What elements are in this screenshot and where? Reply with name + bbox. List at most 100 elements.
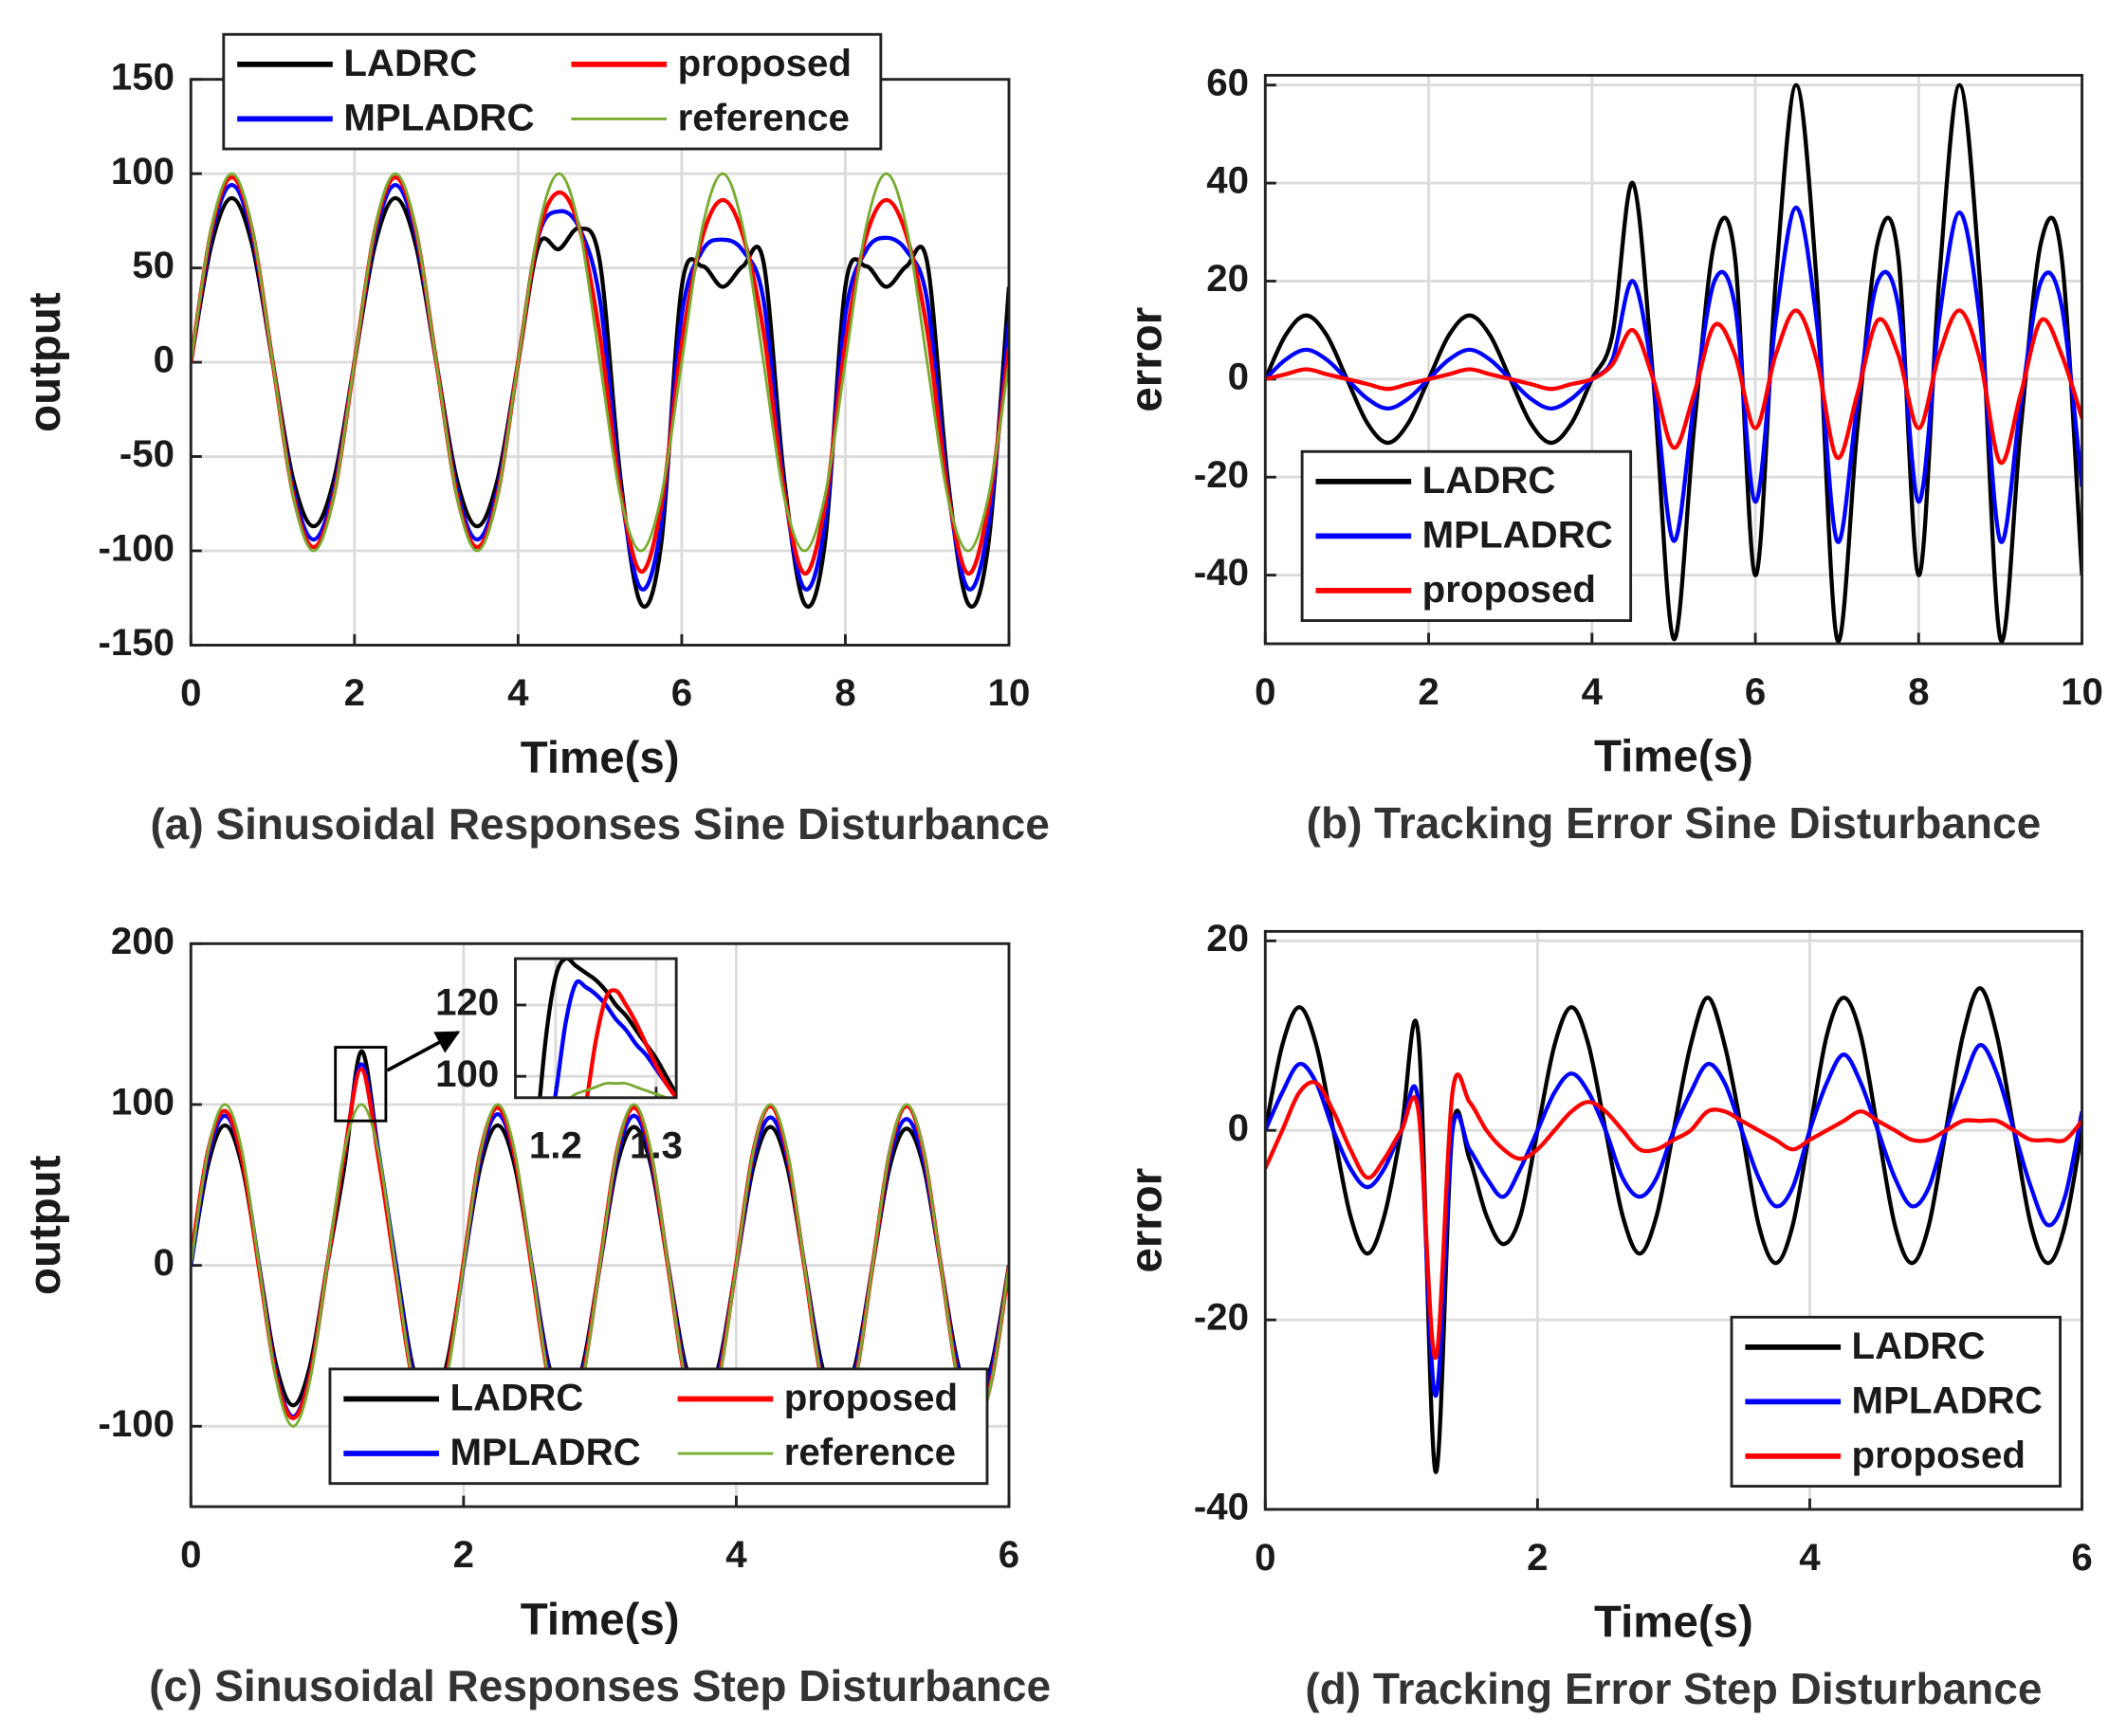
y-tick-label: 20 [1206,917,1249,959]
data-line [538,959,677,1098]
y-tick-label: 150 [111,55,174,98]
y-tick-label: 0 [154,338,174,381]
y-tick-label: 40 [1206,159,1249,202]
x-tick-label: 10 [2061,670,2103,713]
y-axis-label: error [1122,307,1172,412]
y-tick-label: -20 [1194,453,1249,496]
y-tick-label: -100 [98,1402,174,1445]
inset-chart: 1.2 1.3 100 120 [435,957,683,1167]
y-axis-label: error [1122,1168,1172,1273]
x-tick-label: 0 [180,671,201,714]
legend-label: LADRC [1422,459,1556,502]
y-axis-label: output [20,1155,70,1295]
plots: 0 2 4 6 8 10-150-100-50050100150Time(s)output… [20,32,2103,1713]
x-tick-label: 8 [1908,670,1929,713]
x-tick-label: 10 [988,671,1031,714]
legend-label: proposed [784,1377,958,1419]
x-tick-label: 0 [1255,670,1275,713]
legend-box [328,1367,989,1486]
data-line [1265,82,2082,644]
legend-label: MPLADRC [1852,1379,2043,1421]
legend-label: MPLADRC [343,96,534,138]
y-axis-label: output [20,292,70,432]
legend-label: LADRC [343,42,477,84]
y-tick-label: 100 [111,1081,174,1124]
x-axis-label: Time(s) [1594,732,1753,782]
x-tick-label: 4 [507,671,529,714]
y-tick-label: 50 [132,244,174,286]
y-tick-label: 0 [154,1241,174,1284]
x-axis-label: Time(s) [521,733,680,783]
x-tick-label: 6 [999,1533,1019,1576]
x-tick-label: 6 [2071,1536,2092,1579]
y-tick-label: 60 [1206,61,1249,103]
y-tick-label: 120 [435,981,499,1024]
x-tick-label: 4 [725,1533,747,1576]
y-tick-label: -40 [1194,551,1249,594]
legend-label: reference [678,96,850,138]
x-axis-label: Time(s) [1594,1598,1753,1648]
data-line [1265,1072,2082,1361]
legend: LADRC MPLADRC proposed [1300,449,1633,622]
y-tick-label: -50 [119,432,174,475]
legend-label: proposed [1852,1434,2026,1476]
legend-label: MPLADRC [1422,513,1613,556]
x-tick-label: 0 [180,1533,201,1576]
x-tick-label: 6 [671,671,692,714]
legend: LADRC MPLADRC proposed reference [328,1367,989,1486]
axes-frame [189,941,1011,1508]
chart: 0 2 4 6 -100 0 100 200 Time(s) output (c) Sinusoid… [20,920,1051,1710]
y-tick-label: 0 [1228,1106,1249,1149]
zoom-arrow [386,1031,461,1072]
x-tick-label: 0 [1255,1536,1275,1579]
axes-frame [514,957,678,1100]
caption: (b) Tracking Error Sine Disturbance [1307,798,2042,848]
legend-label: MPLADRC [449,1431,640,1473]
y-tick-label: 20 [1206,257,1249,300]
zoom-box [334,1046,388,1123]
x-tick-label: 6 [1745,670,1766,713]
axes-frame [1263,73,2083,646]
y-tick-label: 200 [111,920,174,962]
data-line [1265,308,2082,466]
x-tick-label: 1.3 [630,1124,683,1167]
zoom-indicator [334,1031,461,1123]
data-line [191,1103,1009,1428]
data-line [568,1082,669,1098]
caption: (d) Tracking Error Step Disturbance [1305,1664,2042,1713]
y-tick-label: -20 [1194,1296,1249,1339]
data-line [191,172,1009,553]
y-tick-label: 100 [111,150,174,192]
x-tick-label: 4 [1799,1536,1821,1579]
chart: 0 2 4 6 8 10 -40 -20 0 20 40 60 Time(s) error (b) Trac… [1122,61,2103,847]
legend-label: LADRC [449,1377,583,1419]
y-tick-label: -40 [1194,1486,1249,1528]
data-line [584,988,677,1098]
legend-label: LADRC [1852,1325,1986,1367]
x-tick-label: 8 [834,671,855,714]
legend-label: proposed [678,42,852,84]
data-line [553,979,677,1098]
x-axis-label: Time(s) [521,1595,680,1645]
chart: 0 2 4 6 8 10 -150 -100 -50 0 50 100 150 Time(s) output… [20,32,1050,849]
axes-frame [1263,929,2083,1511]
x-tick-label: 2 [1527,1536,1548,1579]
data-line [1265,205,2082,544]
y-tick-label: 0 [1228,355,1249,397]
legend: LADRC MPLADRC proposed reference [222,32,883,151]
y-tick-label: -150 [98,621,174,664]
caption: (a) Sinusoidal Responses Sine Disturbanc… [150,799,1049,849]
x-tick-label: 2 [1418,670,1439,713]
caption: (c) Sinusoidal Responses Step Disturbanc… [149,1661,1051,1710]
legend: LADRC MPLADRC proposed [1730,1315,2062,1488]
legend-label: reference [784,1431,956,1473]
y-tick-label: -100 [98,527,174,570]
x-tick-label: 4 [1582,670,1604,713]
chart: 0 2 4 6 -40 -20 0 20 Time(s) error (d) Tracking Er… [1122,917,2093,1713]
x-tick-label: 1.2 [529,1124,582,1167]
x-tick-label: 2 [453,1533,474,1576]
x-tick-label: 2 [344,671,365,714]
legend-label: proposed [1422,568,1596,611]
y-tick-label: 100 [435,1052,499,1095]
